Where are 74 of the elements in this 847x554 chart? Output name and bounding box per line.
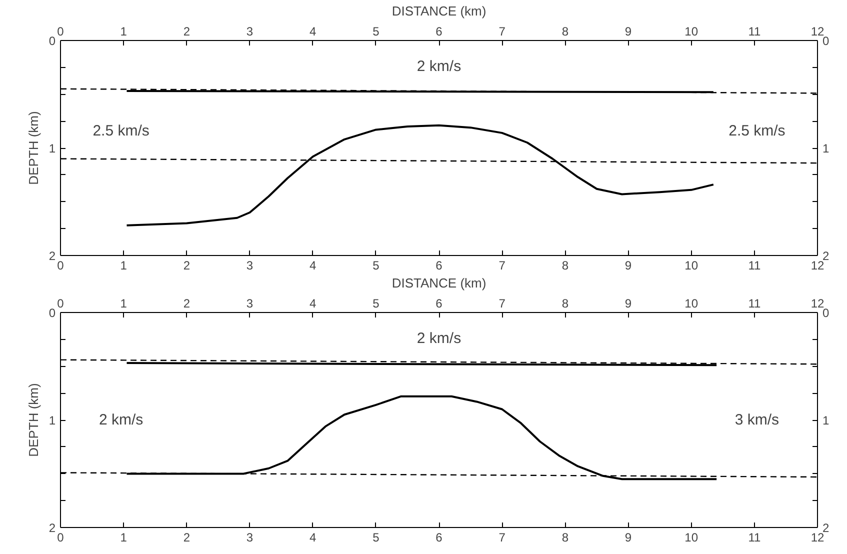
x2-tick-label: 8 [562, 530, 569, 544]
x2-tick-label: 4 [309, 530, 316, 544]
x-tick-label: 2 [183, 24, 190, 38]
x2-tick-label: 12 [810, 258, 824, 272]
x-tick-label: 4 [309, 296, 316, 310]
y2-tick-label: 2 [822, 249, 830, 263]
x2-tick-label: 11 [748, 530, 761, 544]
x-tick-label: 10 [684, 24, 698, 38]
x-tick-label: 0 [57, 24, 64, 38]
y2-tick-label: 0 [822, 34, 830, 48]
x2-tick-label: 6 [436, 530, 443, 544]
annotation: 2 km/s [416, 330, 462, 347]
annotation: 2.5 km/s [92, 122, 150, 140]
x2-tick-label: 5 [372, 258, 380, 272]
x-tick-label: 9 [624, 296, 632, 310]
y-axis-title: DEPTH (km) [26, 383, 41, 457]
y2-tick-label: 2 [822, 521, 830, 535]
x-tick-label: 6 [436, 296, 443, 310]
x2-tick-label: 10 [684, 530, 698, 544]
y-tick-label: 0 [48, 306, 56, 320]
x-tick-label: 1 [120, 296, 128, 310]
y2-tick-label: 0 [822, 306, 830, 320]
x-tick-label: 11 [748, 24, 761, 38]
x-tick-label: 5 [372, 24, 380, 38]
x2-tick-label: 6 [436, 258, 443, 272]
y-tick-label: 2 [48, 249, 56, 263]
x-tick-label: 8 [562, 296, 569, 310]
x-tick-label: 9 [624, 24, 632, 38]
x-tick-label: 11 [748, 296, 761, 310]
x2-axis-title: DISTANCE (km) [392, 4, 486, 18]
x2-tick-label: 11 [748, 258, 761, 272]
x2-tick-label: 10 [684, 258, 698, 272]
annotation: 2.5 km/s [728, 122, 786, 140]
x2-tick-label: 4 [309, 258, 316, 272]
x2-tick-label: 0 [57, 530, 64, 544]
x-tick-label: 6 [436, 24, 443, 38]
x-tick-label: 5 [372, 296, 380, 310]
x-tick-label: 3 [246, 296, 254, 310]
x2-tick-label: 1 [120, 530, 128, 544]
x2-tick-label: 3 [246, 258, 254, 272]
x-tick-label: 7 [498, 24, 506, 38]
x-tick-label: 3 [246, 24, 254, 38]
y-tick-label: 0 [48, 34, 56, 48]
x-tick-label: 12 [810, 296, 824, 310]
x2-tick-label: 9 [624, 258, 632, 272]
x-tick-label: 8 [562, 24, 569, 38]
x2-tick-label: 2 [183, 258, 190, 272]
y-tick-label: 2 [48, 521, 56, 535]
x-tick-label: 12 [810, 24, 824, 38]
x2-tick-label: 3 [246, 530, 254, 544]
x-tick-label: 7 [498, 296, 506, 310]
y2-tick-label: 1 [822, 414, 830, 428]
x-tick-label: 4 [309, 24, 316, 38]
x2-tick-label: 2 [183, 530, 190, 544]
x2-tick-label: 12 [810, 530, 824, 544]
x2-tick-label: 1 [120, 258, 128, 272]
y-tick-label: 1 [48, 414, 56, 428]
x-tick-label: 0 [57, 296, 64, 310]
y2-tick-label: 1 [822, 142, 830, 156]
y-tick-label: 1 [48, 142, 56, 156]
x-tick-label: 1 [120, 24, 128, 38]
x2-tick-label: 7 [498, 530, 506, 544]
x2-tick-label: 5 [372, 530, 380, 544]
annotation: 2 km/s [98, 412, 144, 428]
x2-axis-title: DISTANCE (km) [392, 276, 486, 290]
x-tick-label: 2 [183, 296, 190, 310]
annotation: 3 km/s [734, 412, 780, 428]
x2-tick-label: 9 [624, 530, 632, 544]
x2-tick-label: 0 [57, 258, 64, 272]
x-tick-label: 10 [684, 296, 698, 310]
x2-tick-label: 7 [498, 258, 506, 272]
y-axis-title: DEPTH (km) [26, 111, 41, 185]
x2-tick-label: 8 [562, 258, 569, 272]
annotation: 2 km/s [416, 58, 462, 75]
